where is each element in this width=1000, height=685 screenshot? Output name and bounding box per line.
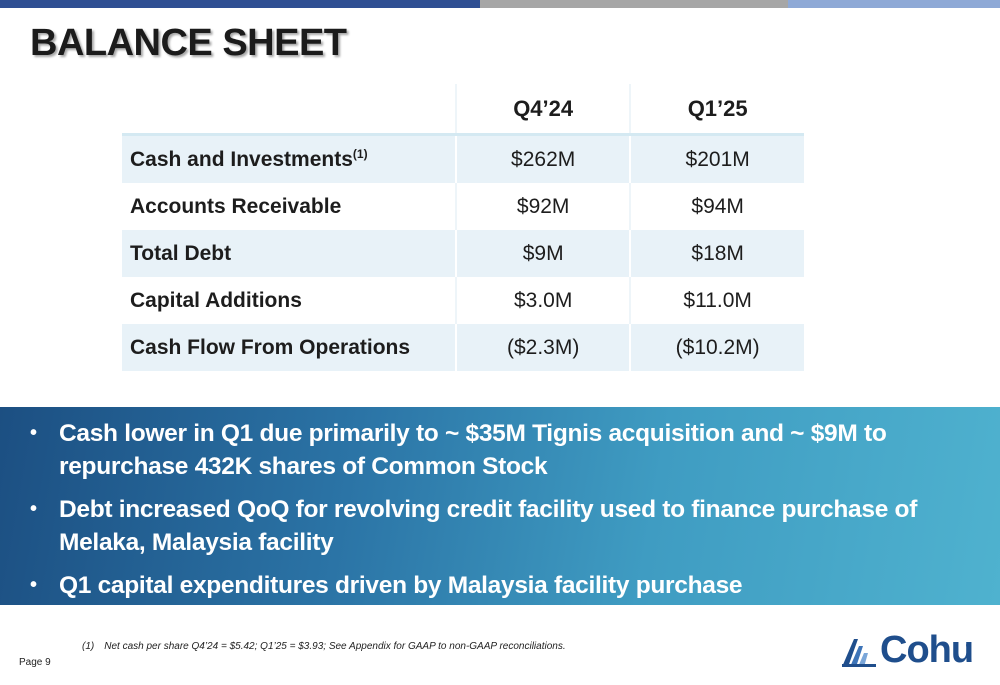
cohu-logo-icon: [842, 639, 876, 667]
bullet-item: Cash lower in Q1 due primarily to ~ $35M…: [30, 417, 960, 483]
cell-q4-24: $9M: [454, 230, 631, 277]
cell-q1-25: $94M: [629, 183, 804, 230]
table-row: Cash and Investments(1) $262M $201M: [122, 134, 804, 184]
cell-q1-25: $201M: [629, 134, 804, 183]
cell-q4-24: ($2.3M): [454, 324, 631, 371]
table-row: Total Debt $9M $18M: [122, 230, 804, 277]
table-row: Accounts Receivable $92M $94M: [122, 183, 804, 230]
top-accent-bar: [0, 0, 1000, 8]
balance-sheet-table: Q4’24 Q1’25 Cash and Investments(1) $262…: [122, 84, 804, 371]
row-label: Capital Additions: [130, 288, 302, 312]
page-number: Page 9: [19, 657, 51, 668]
cell-q1-25: ($10.2M): [629, 324, 804, 371]
page-title: BALANCE SHEET: [30, 22, 347, 64]
row-label: Accounts Receivable: [130, 194, 342, 218]
footnote-ref: (1): [352, 147, 368, 161]
commentary-band: Cash lower in Q1 due primarily to ~ $35M…: [0, 407, 1000, 605]
accent-segment-light-blue: [788, 0, 1000, 8]
cell-q4-24: $92M: [454, 183, 631, 230]
row-label-text: Cash and Investments: [130, 148, 353, 171]
footnote: (1) Net cash per share Q4’24 = $5.42; Q1’…: [82, 641, 566, 652]
cell-q1-25: $11.0M: [629, 277, 804, 324]
column-header-q1-25: Q1’25: [629, 84, 804, 135]
footnote-number: (1): [82, 641, 95, 652]
cell-q4-24: $3.0M: [454, 277, 631, 324]
bullet-list: Cash lower in Q1 due primarily to ~ $35M…: [0, 407, 1000, 602]
cell-q1-25: $18M: [629, 230, 804, 277]
row-label: Total Debt: [130, 241, 232, 265]
row-label: Cash and Investments(1): [122, 135, 456, 184]
table-row: Cash Flow From Operations ($2.3M) ($10.2…: [122, 324, 804, 371]
table-row: Capital Additions $3.0M $11.0M: [122, 277, 804, 324]
accent-segment-blue: [0, 0, 480, 8]
accent-segment-gray: [480, 0, 788, 8]
bullet-item: Q1 capital expenditures driven by Malays…: [30, 569, 960, 602]
bullet-item: Debt increased QoQ for revolving credit …: [30, 493, 960, 559]
cohu-logo: Cohu ®: [842, 629, 974, 671]
column-header-q4-24: Q4’24: [454, 84, 631, 135]
table-header-row: Q4’24 Q1’25: [122, 84, 804, 135]
row-label: Cash Flow From Operations: [130, 335, 411, 359]
footnote-text: Net cash per share Q4’24 = $5.42; Q1’25 …: [104, 641, 566, 652]
logo-wordmark: Cohu: [880, 629, 974, 671]
column-header-label: [122, 84, 456, 135]
cell-q4-24: $262M: [454, 134, 631, 183]
registered-mark: ®: [966, 643, 972, 650]
